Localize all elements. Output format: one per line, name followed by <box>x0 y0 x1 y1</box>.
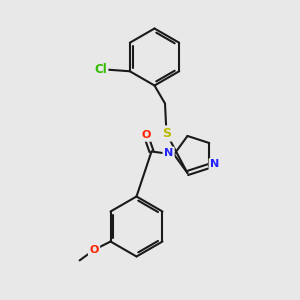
Text: N: N <box>210 160 219 170</box>
Text: O: O <box>89 245 99 255</box>
Text: Cl: Cl <box>94 63 107 76</box>
Text: S: S <box>162 127 171 140</box>
Text: N: N <box>164 148 173 158</box>
Text: O: O <box>141 130 151 140</box>
